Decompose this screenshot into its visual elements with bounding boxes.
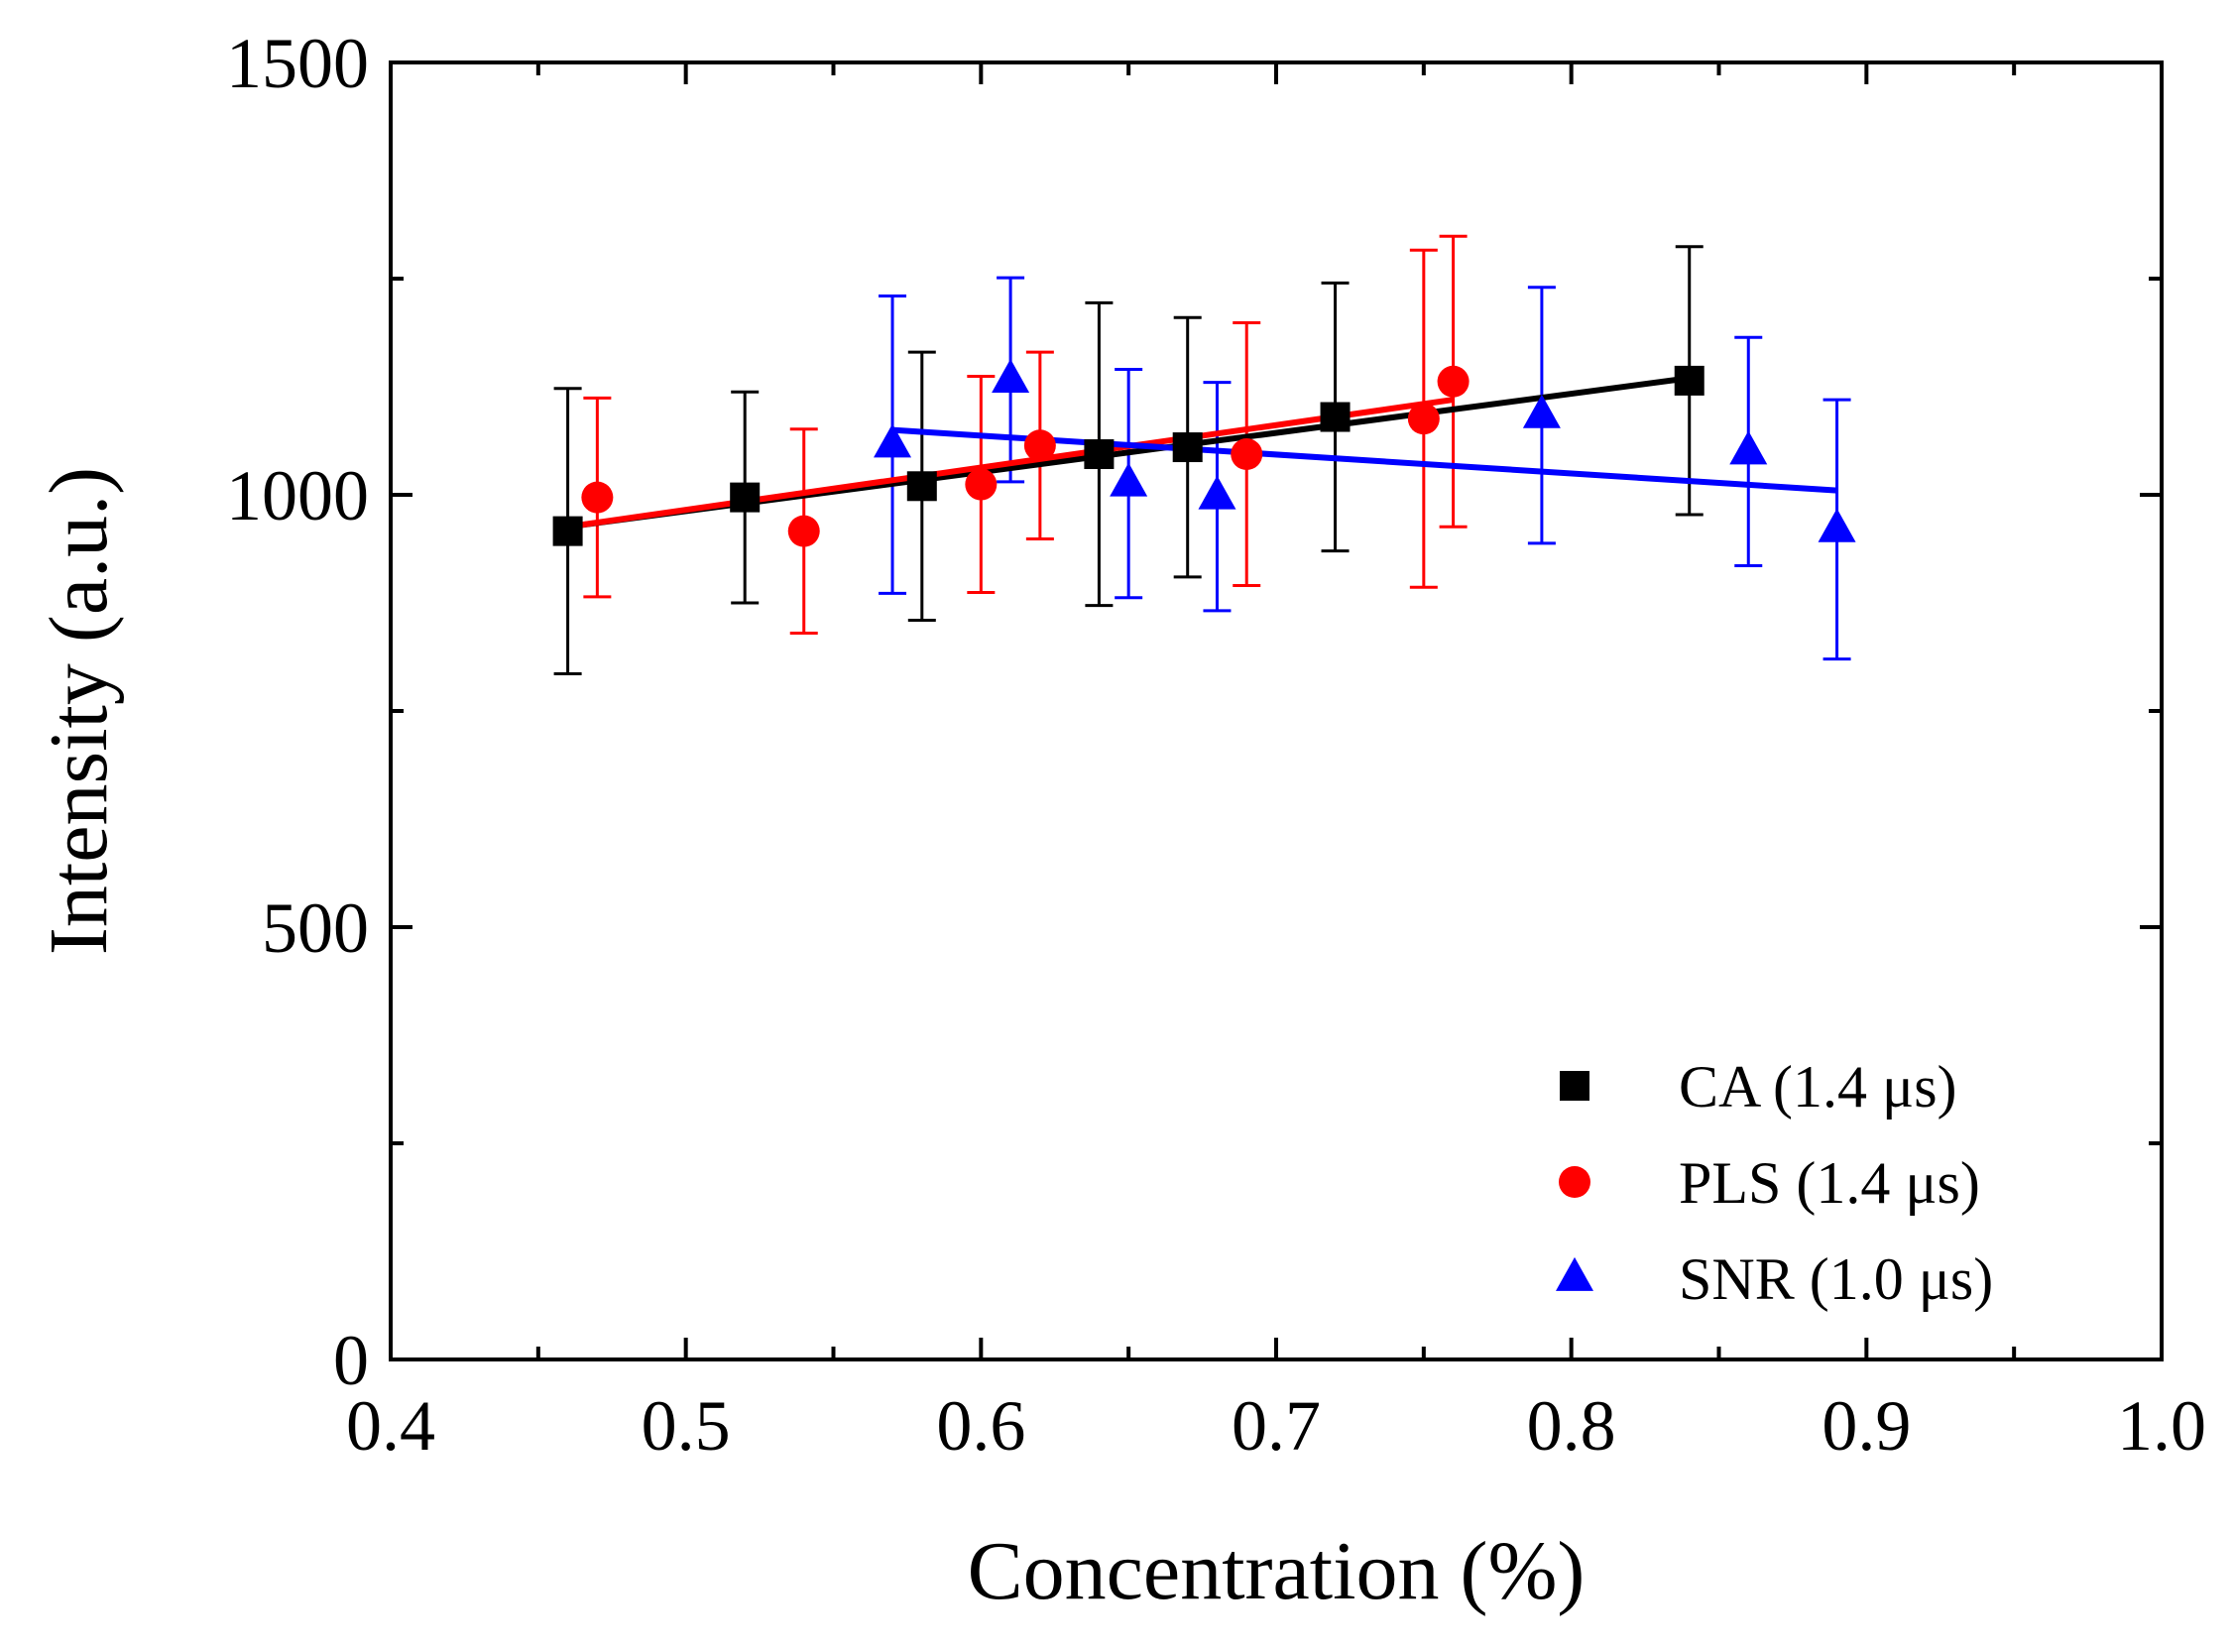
data-point-1 (1437, 365, 1470, 398)
x-tick-label: 0.8 (1527, 1386, 1616, 1466)
legend-marker (1560, 1071, 1589, 1101)
data-point-1 (965, 468, 998, 501)
legend-label: CA (1.4 μs) (1679, 1054, 1957, 1120)
data-point-1 (1023, 429, 1056, 462)
data-point-1 (1231, 438, 1263, 471)
x-tick-label: 0.7 (1232, 1386, 1321, 1466)
data-point-1 (787, 515, 820, 547)
x-tick-label: 0.4 (346, 1386, 435, 1466)
legend-marker (1556, 1256, 1593, 1291)
data-point-0 (1674, 365, 1705, 396)
data-point-0 (552, 516, 583, 546)
legend-marker (1559, 1166, 1590, 1198)
data-point-0 (1172, 432, 1203, 463)
x-tick-label: 0.5 (642, 1386, 731, 1466)
data-point-2 (1818, 508, 1856, 542)
data-point-0 (906, 471, 937, 502)
x-tick-label: 0.9 (1822, 1386, 1911, 1466)
fit-line-1 (567, 397, 1455, 531)
y-tick-label: 500 (262, 888, 369, 968)
data-point-2 (874, 423, 912, 458)
legend: CA (1.4 μs) PLS (1.4 μs) SNR (1.0 μs) (1556, 1054, 1993, 1312)
x-axis-title: Concentration (%) (968, 1525, 1586, 1617)
data-point-2 (992, 358, 1030, 393)
y-tick-label: 0 (333, 1321, 369, 1400)
y-tick-label: 1000 (226, 456, 369, 535)
x-tick-label: 1.0 (2117, 1386, 2206, 1466)
y-axis-title: Intensity (a.u.) (33, 467, 125, 955)
y-tick-label: 1500 (226, 24, 369, 103)
ticks-layer: 0.4 0.5 0.6 0.7 0.8 0.9 1.0 0 500 1000 1500 (226, 24, 2206, 1466)
plot-layer (552, 234, 1856, 676)
legend-label: PLS (1.4 μs) (1679, 1150, 1980, 1216)
data-point-2 (1522, 394, 1561, 428)
data-point-0 (730, 482, 761, 513)
data-point-2 (1198, 475, 1236, 510)
legend-label: SNR (1.0 μs) (1679, 1246, 1993, 1312)
data-point-0 (1084, 439, 1115, 470)
data-point-1 (581, 481, 614, 514)
data-point-0 (1320, 402, 1351, 432)
x-tick-label: 0.6 (936, 1386, 1025, 1466)
data-point-2 (1729, 430, 1768, 465)
data-point-1 (1407, 403, 1440, 435)
data-point-2 (1110, 462, 1148, 497)
